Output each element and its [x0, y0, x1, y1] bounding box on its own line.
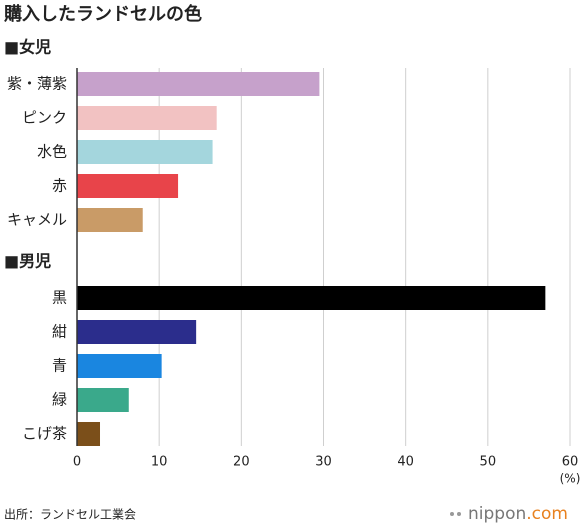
y-tick-label: 黒 [52, 289, 67, 307]
source: 出所：ランドセル工業会 [4, 508, 136, 522]
y-tick-label: 赤 [52, 177, 67, 195]
x-tick-label: 30 [315, 455, 332, 470]
logo: nippon.com [468, 504, 568, 524]
x-tick-label: 50 [480, 455, 497, 470]
x-tick-label: 0 [73, 455, 81, 470]
y-tick-label: ピンク [22, 109, 67, 127]
x-tick-label: 20 [233, 455, 250, 470]
y-tick-label: 青 [52, 357, 67, 375]
chart-title: 購入したランドセルの色 [3, 3, 202, 25]
bar [77, 174, 179, 198]
x-tick-label: 40 [397, 455, 414, 470]
bar [77, 140, 213, 164]
logo-name: nippon [468, 504, 526, 524]
x-tick-label: 60 [562, 455, 579, 470]
bar [77, 106, 217, 130]
group-title: ■女児 [4, 38, 51, 57]
y-tick-label: 紫・薄紫 [7, 75, 67, 93]
x-axis-label: (%) [560, 472, 581, 486]
bar [77, 72, 320, 96]
y-tick-label: キャメル [7, 211, 67, 229]
logo-dot [457, 512, 461, 516]
x-tick-label: 10 [151, 455, 168, 470]
grid [76, 68, 571, 446]
group-title: ■男児 [4, 252, 51, 271]
logo-dot [450, 512, 454, 516]
bar [77, 320, 197, 344]
bar [77, 286, 546, 310]
logo-suffix: .com [526, 504, 568, 524]
y-tick-label: こげ茶 [22, 425, 67, 443]
bar [77, 388, 129, 412]
bar [77, 422, 101, 446]
bar [77, 208, 143, 232]
y-tick-label: 緑 [52, 391, 67, 409]
y-tick-label: 紺 [52, 323, 67, 341]
bar [77, 354, 162, 378]
y-tick-label: 水色 [37, 143, 67, 161]
